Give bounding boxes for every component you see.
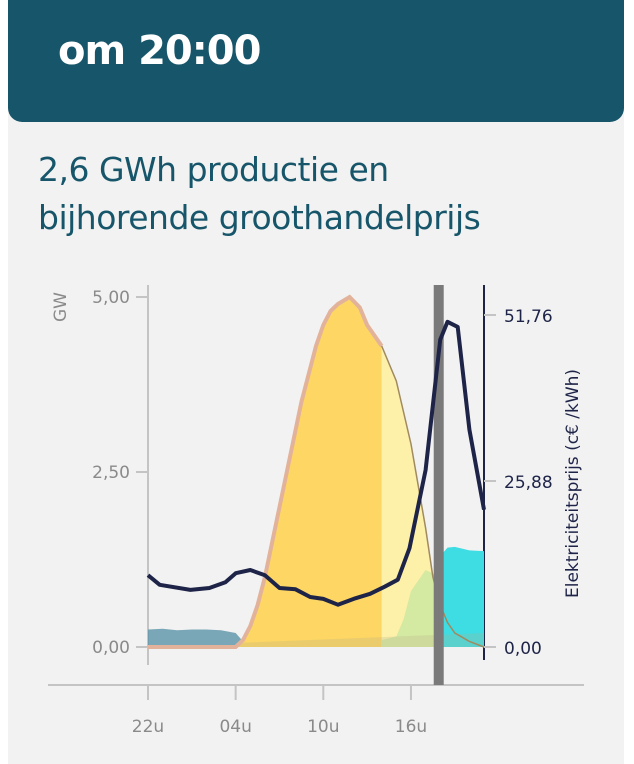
solar-area-past bbox=[148, 297, 382, 647]
left-tick-label: 5,00 bbox=[92, 288, 130, 308]
x-tick-label: 16u bbox=[395, 717, 427, 737]
right-tick-label: 51,76 bbox=[504, 307, 553, 327]
solar-area-forecast bbox=[381, 346, 484, 647]
chart-heading: 2,6 GWh productie en bijhorende groothan… bbox=[38, 146, 598, 242]
now-marker bbox=[433, 285, 444, 685]
green-area bbox=[381, 570, 484, 647]
left-axis-title: GW bbox=[51, 292, 71, 322]
price-line bbox=[146, 319, 486, 607]
base-load-area bbox=[235, 633, 484, 647]
x-tick-label: 22u bbox=[132, 717, 164, 737]
cyan-area bbox=[440, 546, 484, 647]
x-tick-label: 10u bbox=[307, 717, 339, 737]
x-tick-label: 04u bbox=[219, 717, 251, 737]
solar-outline-past bbox=[148, 294, 384, 649]
header-bar: om 20:00 bbox=[8, 0, 624, 122]
wind-area bbox=[148, 628, 251, 647]
left-tick-label: 2,50 bbox=[92, 463, 130, 483]
left-tick-label: 0,00 bbox=[92, 638, 130, 658]
right-tick-label: 25,88 bbox=[504, 473, 553, 493]
right-axis-title: Elektriciteitsprijs (c€ /kWh) bbox=[563, 369, 583, 598]
right-tick-label: 0,00 bbox=[504, 639, 542, 659]
heading-line-2: bijhorende groothandelprijs bbox=[38, 198, 481, 237]
heading-line-1: 2,6 GWh productie en bbox=[38, 150, 389, 189]
header-title: om 20:00 bbox=[58, 28, 261, 74]
